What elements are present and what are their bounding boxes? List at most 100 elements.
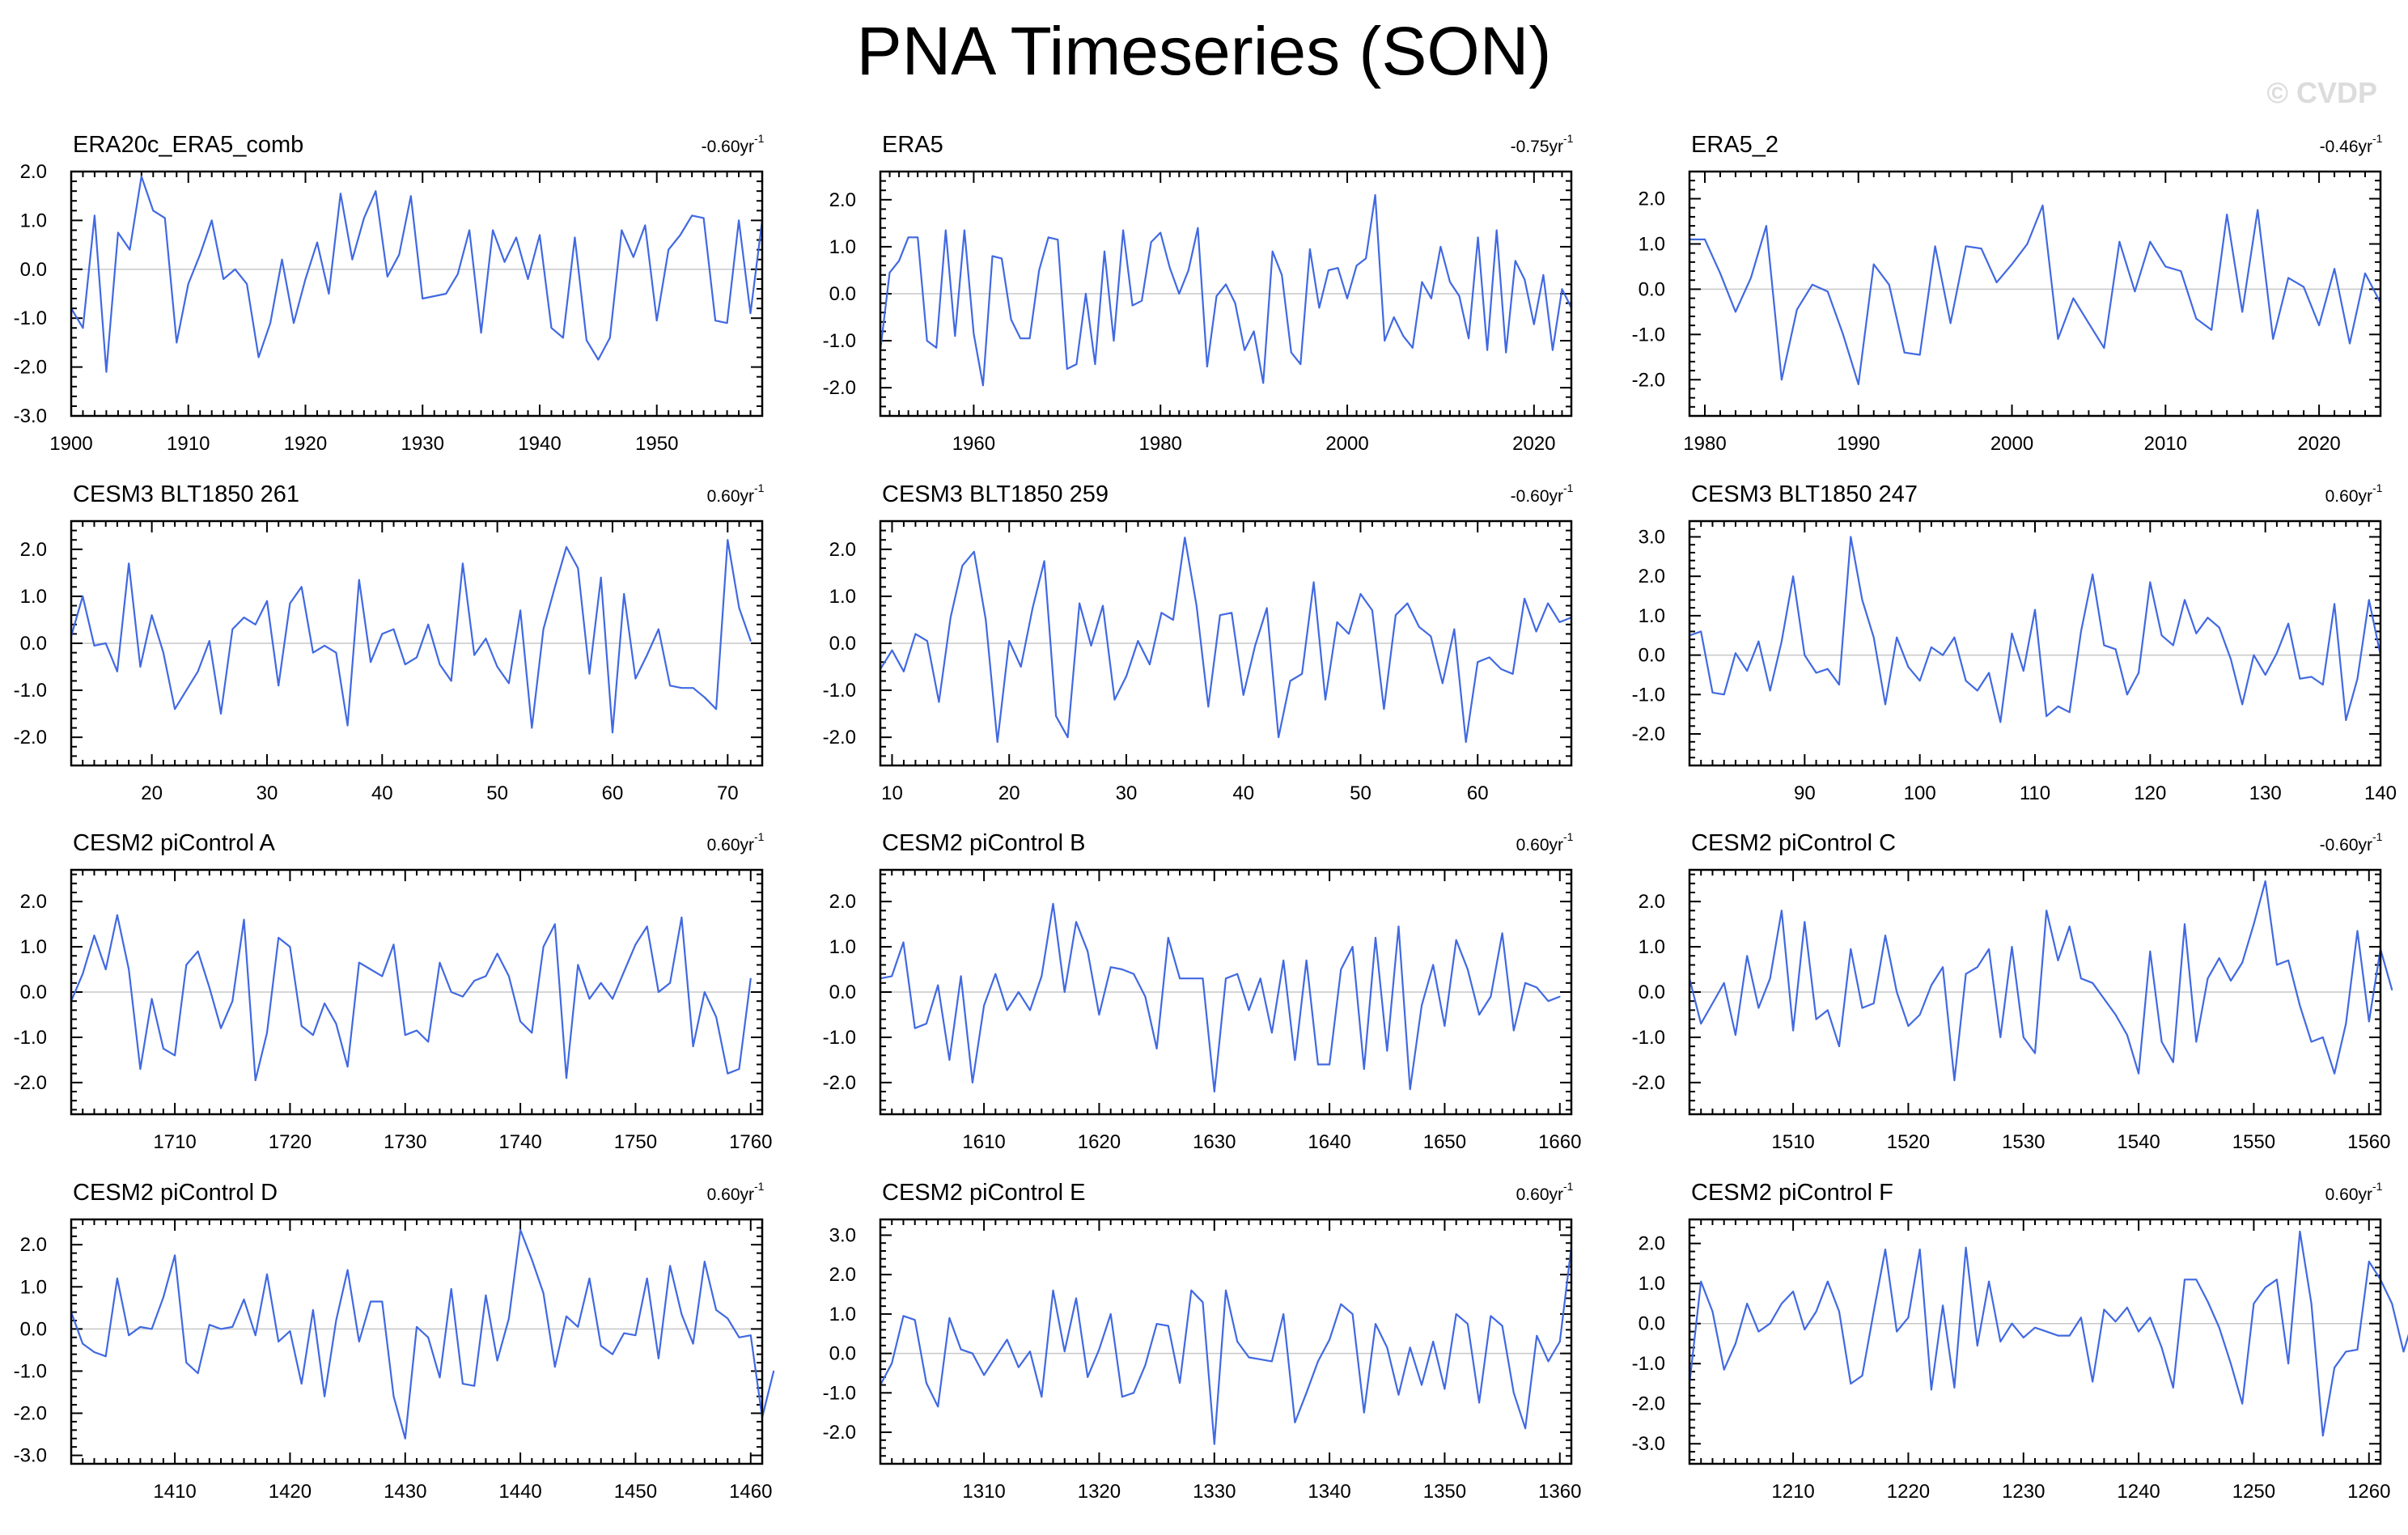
data-point <box>982 384 984 387</box>
x-tick-label: 1560 <box>2347 1131 2390 1153</box>
data-point <box>1159 231 1162 234</box>
data-point <box>554 923 556 925</box>
data-point <box>1804 921 1806 923</box>
data-point <box>1197 227 1199 229</box>
data-point <box>1386 1049 1388 1052</box>
data-point <box>1184 536 1186 539</box>
data-point <box>1196 604 1198 607</box>
panel-title: ERA5_2 <box>1691 132 1778 158</box>
data-point <box>439 1376 441 1379</box>
data-point <box>82 973 84 975</box>
data-point <box>2057 706 2059 707</box>
data-point <box>1412 346 1414 349</box>
data-point <box>1236 973 1239 975</box>
panel-frame <box>879 519 1573 767</box>
data-point <box>738 219 740 222</box>
data-point <box>2334 1072 2335 1075</box>
panel-title: CESM3 BLT1850 259 <box>882 481 1109 507</box>
data-point <box>2218 626 2220 629</box>
data-point <box>363 217 365 219</box>
data-point <box>1815 672 1817 674</box>
data-point <box>2334 603 2335 605</box>
data-point <box>1872 1003 1875 1004</box>
data-point <box>404 1437 406 1440</box>
data-point <box>680 687 683 689</box>
data-point <box>519 1020 521 1023</box>
data-point <box>346 1269 349 1271</box>
data-point <box>1109 966 1112 969</box>
data-point <box>715 708 717 710</box>
data-point <box>1282 960 1284 961</box>
data-point <box>1884 935 1886 936</box>
data-point <box>304 278 307 280</box>
data-point <box>1511 672 1514 675</box>
data-point <box>117 914 118 916</box>
data-point <box>2057 960 2059 961</box>
y-tick-label: 2.0 <box>829 189 856 211</box>
data-point <box>508 682 510 685</box>
data-point <box>691 214 693 217</box>
data-point <box>231 1000 234 1002</box>
data-point <box>1144 1364 1147 1367</box>
data-point <box>416 1029 418 1032</box>
trend-exponent: -1 <box>2372 132 2383 145</box>
data-point <box>1792 1029 1794 1032</box>
data-point <box>1455 939 1457 941</box>
data-point <box>612 998 613 1000</box>
data-point <box>1421 1004 1422 1007</box>
data-point <box>150 998 153 1000</box>
y-tick-label: 2.0 <box>829 1264 856 1286</box>
data-point <box>1490 1315 1492 1317</box>
data-point <box>1907 1317 1910 1319</box>
data-point <box>1113 698 1116 701</box>
data-point <box>1010 319 1012 320</box>
data-point <box>562 337 564 339</box>
y-tick-label: 2.0 <box>20 891 47 913</box>
trend-exponent: -1 <box>1563 1180 1574 1193</box>
data-point <box>1206 366 1208 367</box>
x-tick-label: 1510 <box>1771 1131 1814 1153</box>
data-point <box>2149 1317 2152 1319</box>
y-tick-label: -2.0 <box>1632 369 1665 391</box>
data-point <box>531 727 533 729</box>
data-point <box>346 1066 349 1068</box>
data-point <box>1999 721 2002 723</box>
data-point <box>1953 636 1956 638</box>
data-point <box>93 935 95 936</box>
trend-exponent: -1 <box>754 132 765 145</box>
data-point <box>1213 1091 1215 1092</box>
data-point <box>105 371 108 373</box>
data-point <box>1085 293 1087 295</box>
data-point <box>2057 338 2059 340</box>
data-point <box>680 916 683 918</box>
data-point <box>1328 269 1329 271</box>
data-point <box>1137 640 1139 642</box>
data-point <box>2022 1037 2024 1038</box>
data-point <box>2134 290 2136 293</box>
data-point <box>2011 633 2013 634</box>
data-point <box>539 234 541 236</box>
x-tick-label: 1230 <box>2002 1481 2045 1503</box>
data-point <box>1219 614 1221 616</box>
data-point <box>508 975 510 977</box>
x-tick-label: 1460 <box>729 1481 772 1503</box>
data-point <box>1340 1303 1342 1305</box>
data-point <box>2184 923 2185 925</box>
data-point <box>2149 581 2152 583</box>
data-point <box>668 248 670 251</box>
data-point <box>960 975 962 977</box>
data-point <box>2253 654 2255 656</box>
data-point <box>427 1336 430 1338</box>
data-point <box>1942 654 1944 656</box>
data-point <box>2345 1023 2347 1024</box>
x-tick-label: 1610 <box>962 1131 1005 1153</box>
data-point <box>220 1027 222 1029</box>
data-point <box>2322 1037 2324 1038</box>
data-point <box>480 332 482 334</box>
data-point <box>1098 1014 1100 1016</box>
data-point <box>2318 324 2320 326</box>
data-point <box>416 656 418 659</box>
y-tick-label: 0.0 <box>829 982 856 1003</box>
x-tick-label: 1740 <box>498 1131 541 1153</box>
y-tick-label: 0.0 <box>1639 982 1665 1003</box>
